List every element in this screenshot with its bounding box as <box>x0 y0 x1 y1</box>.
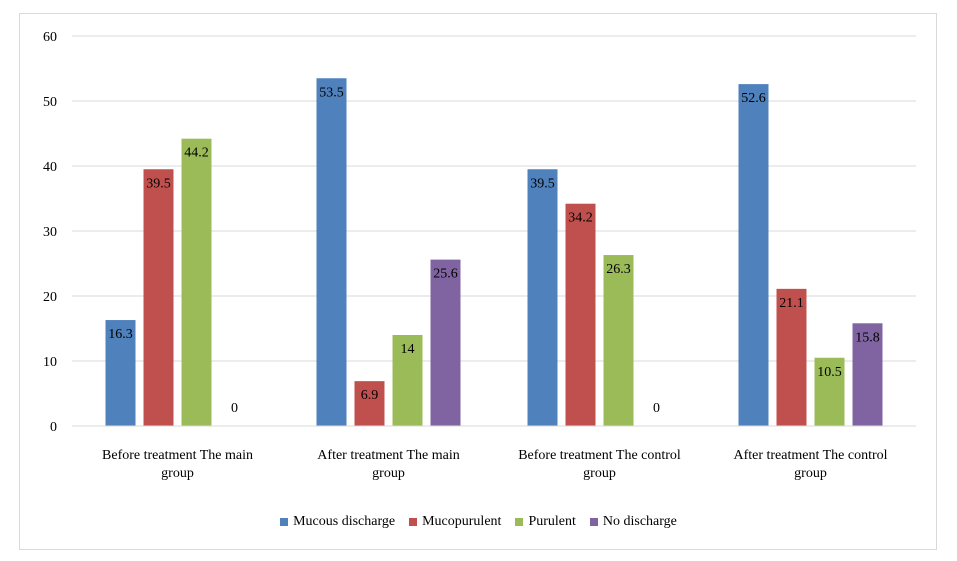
bar <box>738 84 769 426</box>
data-label: 34.2 <box>568 211 593 226</box>
legend: Mucous discharge Mucopurulent Purulent No d… <box>0 512 957 532</box>
data-label: 14 <box>401 342 415 357</box>
bar <box>852 323 883 426</box>
bar <box>143 169 174 426</box>
data-label: 15.8 <box>855 330 880 345</box>
data-label: 53.5 <box>319 85 344 100</box>
y-tick-label: 60 <box>43 30 57 45</box>
legend-swatch <box>589 518 598 526</box>
legend-item: Purulent <box>515 514 576 530</box>
x-tick-label: group <box>372 466 405 481</box>
x-tick-label: group <box>794 466 827 481</box>
bar <box>603 255 634 426</box>
data-label: 6.9 <box>361 388 379 403</box>
x-tick-label: After treatment The main <box>317 448 459 463</box>
legend-item: No discharge <box>589 514 677 530</box>
data-label: 25.6 <box>433 267 458 282</box>
x-tick-label: Before treatment The control <box>518 448 681 463</box>
bar <box>527 169 558 426</box>
legend-item: Mucous discharge <box>280 514 395 530</box>
data-label: 39.5 <box>530 176 555 191</box>
data-label: 44.2 <box>184 146 209 161</box>
bar <box>316 78 347 426</box>
legend-swatch <box>515 518 524 526</box>
bar <box>430 259 461 426</box>
bar <box>776 288 807 426</box>
bar <box>814 357 845 426</box>
data-label: 39.5 <box>146 176 171 191</box>
y-tick-label: 20 <box>43 290 57 305</box>
data-label: 52.6 <box>741 91 766 106</box>
y-tick-label: 40 <box>43 160 57 175</box>
y-tick-label: 10 <box>43 355 57 370</box>
data-label: 0 <box>653 401 660 416</box>
data-label: 0 <box>231 401 238 416</box>
legend-label: Purulent <box>528 514 576 529</box>
legend-swatch <box>280 518 289 526</box>
x-tick-label: Before treatment The main <box>102 448 253 463</box>
data-label: 10.5 <box>817 365 842 380</box>
x-tick-label: group <box>583 466 616 481</box>
bar <box>354 381 385 426</box>
legend-label: Mucous discharge <box>293 514 396 529</box>
bar <box>105 320 136 426</box>
legend-label: No discharge <box>602 514 677 529</box>
data-label: 16.3 <box>108 327 133 342</box>
data-label: 21.1 <box>779 296 804 311</box>
x-tick-label: After treatment The control <box>733 448 887 463</box>
bar <box>392 335 423 426</box>
legend-item: Mucopurulent <box>409 514 501 530</box>
legend-swatch <box>409 518 418 526</box>
legend-label: Mucopurulent <box>422 514 502 529</box>
bar <box>565 203 596 426</box>
data-label: 26.3 <box>606 262 631 277</box>
y-tick-label: 50 <box>43 95 57 110</box>
y-tick-label: 30 <box>43 225 57 240</box>
x-tick-label: group <box>161 466 194 481</box>
y-tick-label: 0 <box>50 420 57 435</box>
bar <box>181 138 212 426</box>
